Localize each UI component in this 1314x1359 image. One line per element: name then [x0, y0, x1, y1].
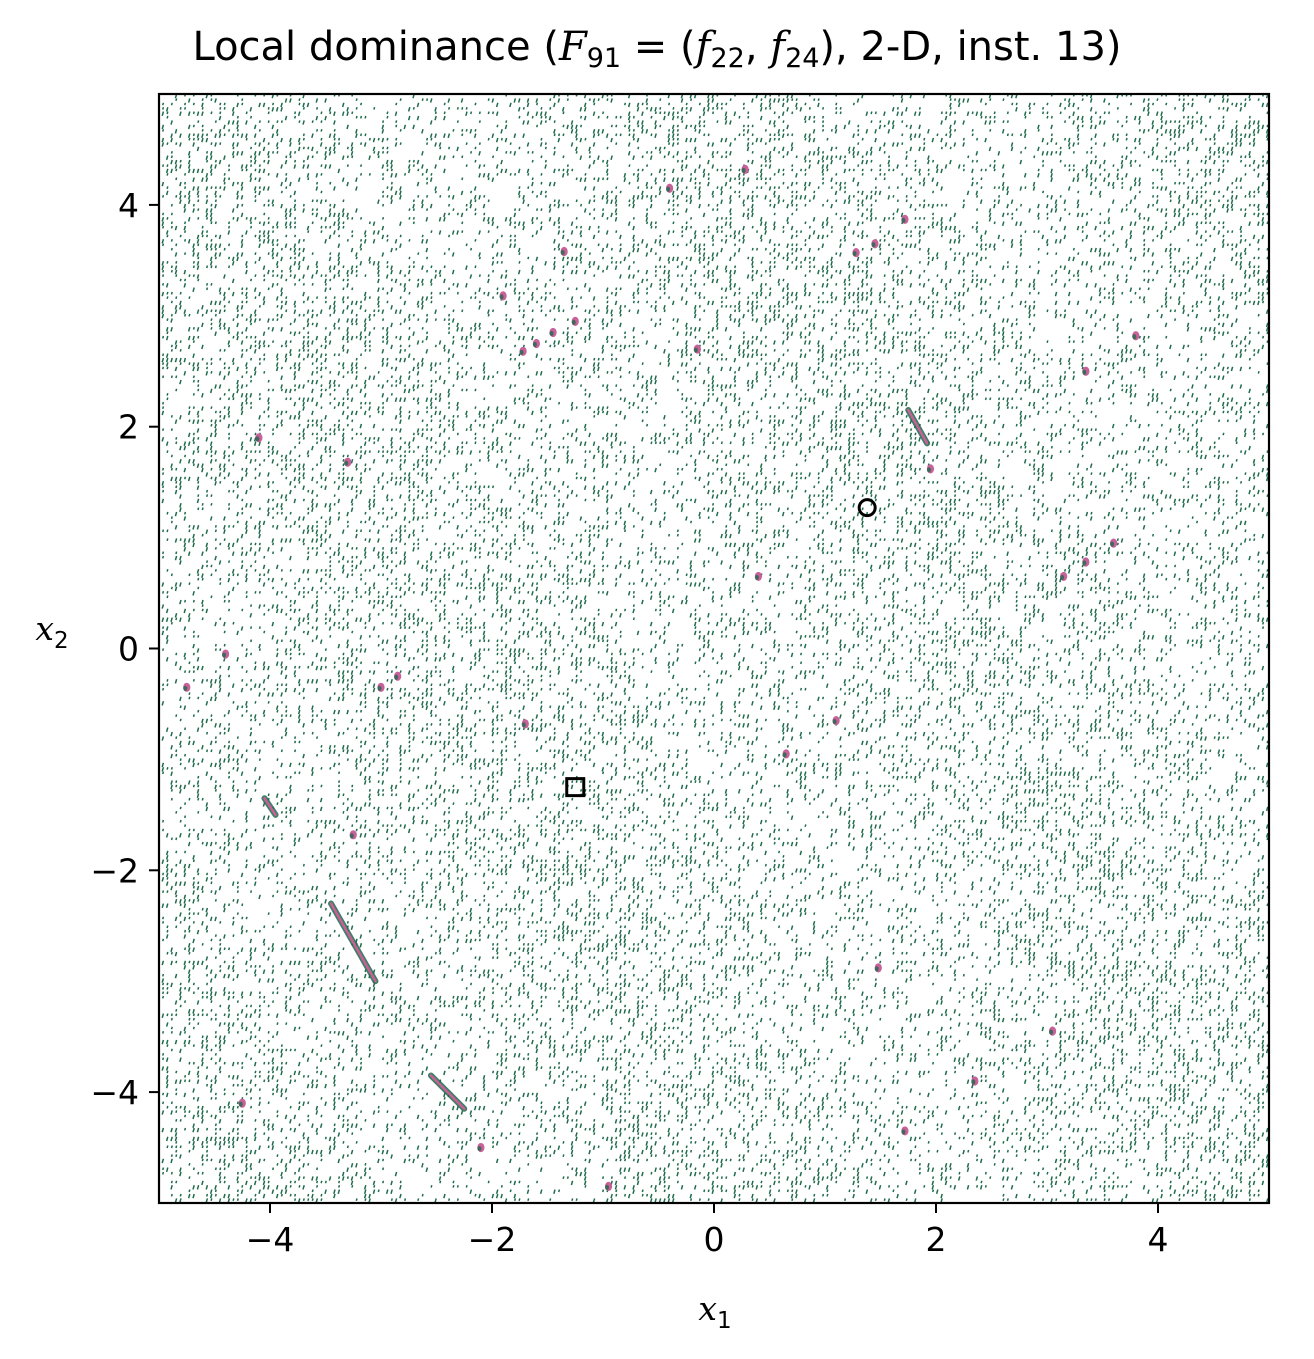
title-f1: f22: [695, 24, 745, 74]
efficient-spot-core: [874, 966, 879, 972]
efficient-spot-core: [741, 167, 746, 174]
title-sep: ,: [744, 24, 771, 70]
efficient-spot-core: [1132, 334, 1137, 340]
optimum-circle-marker: [857, 498, 877, 518]
efficient-spot-core: [971, 1079, 976, 1085]
efficient-spot-core: [377, 685, 382, 691]
efficient-streak: [429, 1074, 466, 1110]
dominance-texture: [159, 94, 1269, 1203]
efficient-set: [183, 164, 1140, 1191]
efficient-spot-core: [782, 752, 787, 758]
plot-background: [159, 94, 1269, 1203]
efficient-spot-core: [499, 294, 504, 300]
efficient-spot-core: [605, 1184, 610, 1190]
optimum-square-marker: [565, 777, 586, 798]
efficient-spot-core: [394, 674, 399, 680]
x-tick-label: 0: [704, 1220, 725, 1259]
efficient-spot-core: [1110, 541, 1115, 547]
title-suffix: ), 2-D, inst. 13): [819, 24, 1122, 70]
y-tick-label: 4: [118, 186, 139, 225]
title-eq: = (: [621, 24, 696, 70]
efficient-spot-core: [754, 574, 759, 581]
y-axis: −4 −2 0 2 4: [90, 186, 159, 1112]
efficient-spot-core: [926, 467, 931, 473]
chart-title: Local dominance (F91 = (f22, f24), 2-D, …: [0, 24, 1314, 74]
x-axis: −4 −2 0 2 4: [246, 1203, 1169, 1259]
efficient-streak: [907, 408, 929, 445]
y-tick-label: 0: [118, 630, 139, 669]
efficient-streak: [329, 902, 377, 983]
efficient-spot-core: [549, 330, 554, 337]
efficient-spot-core: [532, 341, 537, 348]
efficient-spot-core: [693, 347, 698, 353]
efficient-spot-core: [238, 1101, 243, 1107]
y-axis-label: x2: [35, 609, 68, 654]
efficient-spot-core: [255, 436, 260, 442]
efficient-spot-core: [571, 319, 576, 325]
efficient-spot-core: [521, 722, 526, 728]
title-f2: f24: [770, 24, 820, 74]
y-tick-label: −2: [90, 851, 139, 890]
x-axis-label: x1: [698, 1289, 731, 1334]
optima-markers: [565, 498, 877, 798]
x-tick-label: −4: [246, 1220, 295, 1259]
y-tick-label: 2: [118, 408, 139, 447]
efficient-spot-core: [222, 652, 227, 658]
efficient-spot-core: [901, 217, 906, 223]
efficient-spot-core: [183, 685, 188, 691]
efficient-spot-core: [832, 718, 837, 725]
title-prefix: Local dominance (: [192, 24, 559, 70]
efficient-spot-core: [1049, 1029, 1054, 1035]
x-tick-label: −2: [468, 1220, 517, 1259]
x-tick-label: 2: [926, 1220, 947, 1259]
efficient-spot-core: [1082, 369, 1087, 375]
efficient-spot-core: [666, 186, 671, 192]
efficient-spot-core: [1060, 574, 1065, 581]
efficient-spot-core: [349, 833, 354, 839]
efficient-spot-core: [852, 250, 857, 257]
efficient-spot-core: [1082, 560, 1087, 566]
efficient-spot-core: [901, 1129, 906, 1135]
efficient-spot-core: [477, 1145, 482, 1152]
efficient-streak: [263, 796, 277, 817]
title-F: F91: [558, 24, 622, 74]
y-tick-label: −4: [90, 1073, 139, 1112]
efficient-spot-core: [871, 242, 876, 248]
efficient-spot-core: [344, 460, 349, 466]
texture-path: [159, 94, 1269, 1203]
efficient-spot-core: [519, 349, 524, 355]
efficient-spot-core: [560, 249, 565, 256]
x-tick-label: 4: [1148, 1220, 1169, 1259]
